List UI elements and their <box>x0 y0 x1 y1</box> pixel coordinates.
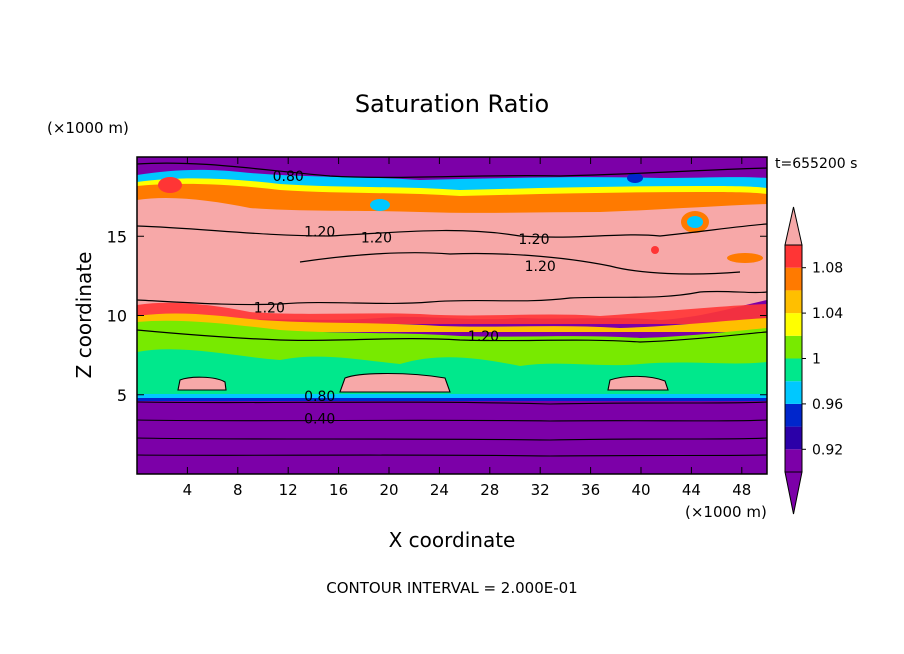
contour-labels: 0.80 1.20 1.20 1.20 1.20 1.20 1.20 0.80 0.40 <box>254 169 556 428</box>
time-label: t=655200 s <box>775 156 857 172</box>
colorbar-swatch <box>785 381 802 404</box>
contour-line <box>137 437 767 441</box>
colorbar-tick-label: 0.92 <box>812 442 843 458</box>
x-tick-label: 12 <box>279 481 298 499</box>
contour-line <box>137 223 767 238</box>
x-tick-label: 28 <box>480 481 499 499</box>
colorbar-swatch <box>785 335 802 359</box>
contour-line <box>137 454 767 457</box>
y-unit-label: (×1000 m) <box>47 119 129 137</box>
x-tick-label: 48 <box>732 481 751 499</box>
supersaturated-mass <box>137 197 767 320</box>
cloud-base-patch <box>608 376 668 390</box>
x-tick-label: 36 <box>581 481 600 499</box>
cloud-base-patch <box>340 373 450 392</box>
y-tick-label: 5 <box>117 386 127 405</box>
y-tick-label: 15 <box>107 227 127 246</box>
contour-label: 1.20 <box>468 329 499 345</box>
colorbar-swatch <box>785 267 802 291</box>
colorbar-extend-top <box>784 206 803 246</box>
contour-line <box>137 162 767 179</box>
colorbar: 0.92 0.96 1 1.04 1.08 <box>784 206 843 515</box>
contour-label: 0.80 <box>273 169 304 185</box>
upper-blob <box>727 253 763 263</box>
colorbar-tick-label: 0.96 <box>812 397 843 413</box>
x-tick-label: 44 <box>682 481 701 499</box>
contour-line <box>339 372 451 393</box>
cloud-base-patch <box>178 377 226 390</box>
colorbar-tick-label: 1.08 <box>812 261 843 277</box>
contour-label: 0.80 <box>304 389 335 405</box>
y-tick-label: 10 <box>107 307 127 326</box>
footer-label: CONTOUR INTERVAL = 2.000E-01 <box>326 579 577 597</box>
upper-blob <box>627 173 643 183</box>
colorbar-swatch <box>785 245 802 268</box>
contour-label: 1.20 <box>361 231 392 247</box>
contour-label: 1.20 <box>525 259 556 275</box>
colorbar-swatch <box>785 313 802 336</box>
x-tick-label: 4 <box>183 481 193 499</box>
contour-line <box>137 290 767 306</box>
x-tick-label: 20 <box>379 481 398 499</box>
upper-blob <box>158 177 182 193</box>
colorbar-swatch <box>785 358 802 382</box>
colorbar-swatch <box>785 403 802 427</box>
colorbar-tick-label: 1 <box>812 352 821 368</box>
x-axis: 4 8 12 16 20 24 28 32 36 40 44 48 <box>183 157 751 499</box>
contour-label: 0.40 <box>304 411 335 427</box>
contour-line <box>607 375 669 391</box>
colorbar-tick-label: 1.04 <box>812 306 843 322</box>
base-transition-cyan <box>137 394 767 398</box>
x-tick-label: 24 <box>430 481 449 499</box>
contour-label: 1.20 <box>518 232 549 248</box>
upper-blob <box>651 246 659 254</box>
plot-area: 0.80 1.20 1.20 1.20 1.20 1.20 1.20 0.80 0.40 <box>137 157 767 474</box>
x-tick-label: 40 <box>631 481 650 499</box>
chart-title: Saturation Ratio <box>355 90 549 118</box>
colorbar-swatch <box>785 290 802 314</box>
contour-line <box>137 401 767 405</box>
y-axis-label: Z coordinate <box>72 252 96 379</box>
colorbar-swatch <box>785 449 802 472</box>
upper-blob <box>687 216 703 228</box>
x-tick-label: 8 <box>233 481 243 499</box>
contour-line <box>299 252 741 275</box>
dry-lower-layer <box>137 401 767 474</box>
x-unit-label: (×1000 m) <box>685 503 767 521</box>
base-transition-blue <box>137 398 767 401</box>
x-axis-label: X coordinate <box>389 528 516 552</box>
upper-blob <box>370 199 390 211</box>
contour-label: 1.20 <box>304 224 335 240</box>
colorbar-swatch <box>785 426 802 450</box>
x-tick-label: 32 <box>531 481 550 499</box>
y-axis: 5 10 15 <box>107 227 767 405</box>
contour-line <box>137 419 767 422</box>
contour-label: 1.20 <box>254 300 285 316</box>
contour-line <box>177 376 227 391</box>
x-tick-label: 16 <box>329 481 348 499</box>
colorbar-extend-bottom <box>784 471 803 515</box>
red-fringe <box>137 302 767 324</box>
contour-line <box>137 329 767 343</box>
orange-fringe <box>137 313 767 332</box>
